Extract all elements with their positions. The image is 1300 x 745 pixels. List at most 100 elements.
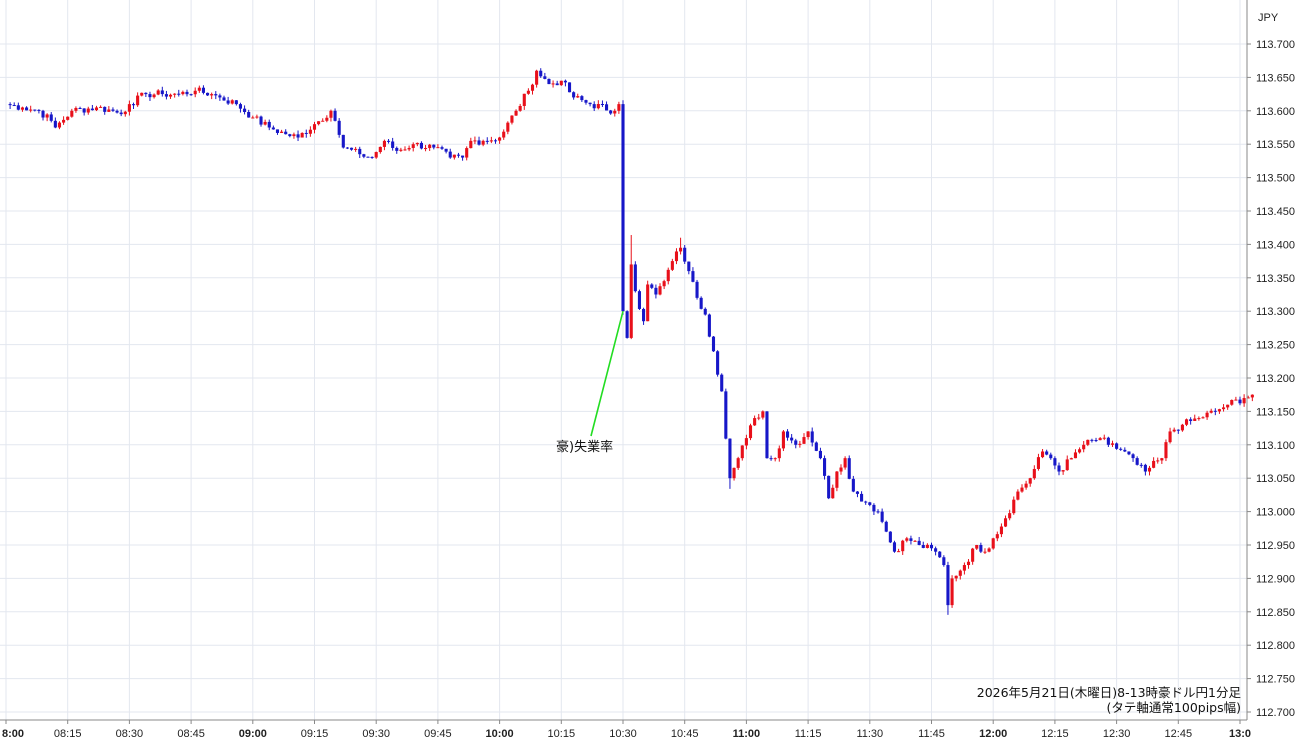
candle (1168, 427, 1172, 444)
candles (8, 68, 1254, 615)
candle (1053, 456, 1057, 470)
candle (226, 96, 230, 105)
candle (625, 310, 629, 339)
candle (946, 561, 950, 615)
candle (658, 283, 662, 296)
candle (498, 136, 502, 144)
candle (74, 106, 78, 113)
candle (1094, 437, 1098, 443)
candle (123, 110, 127, 117)
candle (362, 153, 366, 159)
candle (1131, 453, 1135, 462)
candle (304, 129, 308, 138)
candle (934, 546, 938, 556)
candle (736, 456, 740, 470)
candle (864, 500, 868, 505)
candle (876, 509, 880, 514)
candle (62, 116, 66, 125)
candle (493, 138, 498, 144)
candle (518, 103, 522, 112)
candle (687, 261, 691, 275)
candle (90, 104, 94, 111)
y-tick-label: 113.200 (1256, 373, 1295, 385)
annotation-label: 豪)失業率 (556, 439, 613, 455)
candle (929, 542, 934, 551)
candle (987, 547, 991, 553)
y-tick-label: 113.650 (1256, 72, 1295, 84)
candle (308, 126, 312, 137)
candle (510, 115, 514, 125)
candle (440, 145, 444, 150)
candle (958, 569, 962, 580)
candle (1193, 414, 1197, 422)
candle (267, 119, 271, 131)
candle (1078, 447, 1082, 454)
candle (835, 471, 839, 492)
candle (107, 106, 111, 112)
candle (103, 106, 107, 115)
candle (99, 105, 103, 108)
candle (173, 93, 177, 98)
candle (489, 136, 493, 144)
candle (596, 100, 600, 110)
candle (12, 102, 16, 107)
candle (954, 575, 958, 582)
candle (588, 102, 592, 107)
candle (901, 539, 905, 555)
price-tick-labels: 113.700 113.650 113.600 113.550 113.500 113.4… (1247, 39, 1295, 719)
candle (177, 89, 181, 97)
x-tick-label: 11:45 (918, 728, 945, 740)
candle (29, 105, 33, 113)
candle (679, 237, 683, 255)
candle (720, 373, 724, 392)
candle (358, 146, 362, 158)
candle (757, 413, 761, 421)
candle (567, 82, 572, 93)
candle (740, 445, 744, 461)
candle (773, 457, 777, 462)
candle (790, 434, 794, 444)
candle (1115, 442, 1119, 450)
candle (49, 112, 53, 123)
candle (1217, 408, 1221, 414)
y-tick-label: 113.100 (1256, 440, 1295, 452)
y-tick-label: 113.500 (1256, 173, 1295, 185)
time-tick-labels: 8:00 08:15 08:30 08:45 09:00 09:15 09:30 09:45 1… (2, 720, 1251, 740)
candle (1028, 477, 1032, 487)
candle (1246, 395, 1250, 399)
candle (1226, 404, 1230, 410)
candle (707, 313, 711, 338)
candle (312, 121, 317, 134)
x-tick-label: 12:00 (979, 728, 1007, 740)
candle (1041, 448, 1045, 459)
candle (152, 93, 156, 99)
candle (1049, 452, 1053, 460)
candle (1242, 394, 1246, 407)
candle (465, 146, 469, 161)
x-tick-label: 10:15 (548, 728, 576, 740)
y-tick-label: 112.800 (1256, 640, 1295, 652)
candle (366, 156, 370, 158)
candle (814, 441, 818, 452)
candle (1024, 480, 1028, 490)
candle (119, 109, 123, 117)
x-tick-label: 12:45 (1165, 728, 1193, 740)
candle (201, 85, 205, 95)
candle (164, 90, 168, 100)
x-tick-label: 8:00 (2, 728, 24, 740)
candle (1143, 463, 1147, 476)
candle (637, 289, 642, 310)
x-tick-label: 09:45 (424, 728, 452, 740)
candle (1098, 436, 1102, 441)
x-tick-label: 10:45 (671, 728, 699, 740)
candle (913, 539, 917, 542)
candle (514, 109, 518, 116)
candle (839, 464, 843, 475)
candle (1238, 396, 1242, 406)
candle (785, 429, 790, 441)
candle (1250, 394, 1254, 402)
y-tick-label: 113.300 (1256, 306, 1295, 318)
candle (33, 109, 37, 112)
candle (753, 415, 757, 426)
